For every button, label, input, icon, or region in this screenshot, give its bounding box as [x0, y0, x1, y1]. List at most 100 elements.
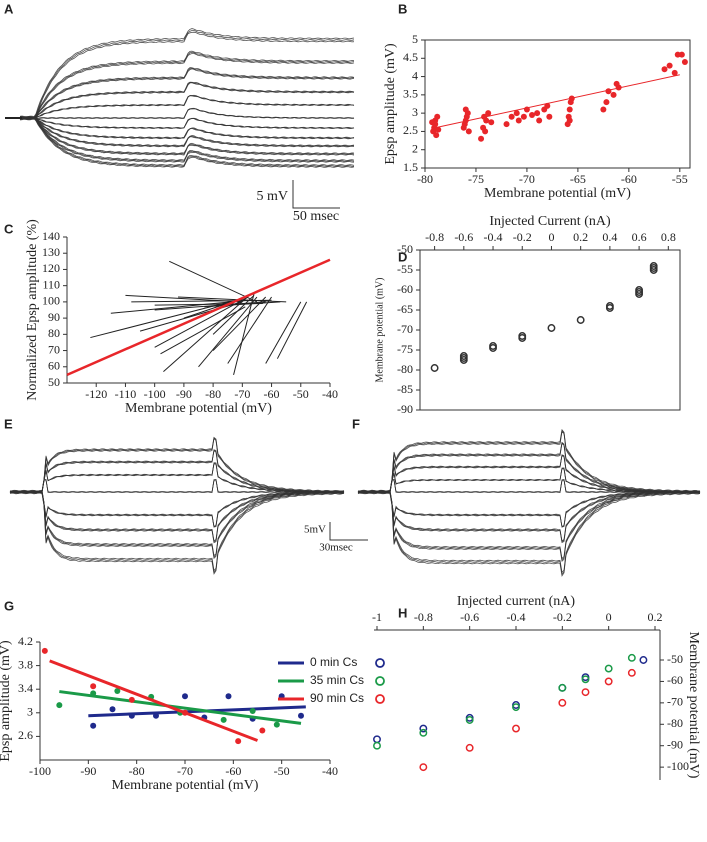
y-tick-label: 100	[42, 294, 60, 308]
scale-label: 30msec	[319, 542, 353, 554]
trace	[19, 28, 355, 118]
x-tick-label: -90	[80, 764, 96, 778]
x-tick-label: -0.8	[425, 230, 444, 244]
trace	[9, 479, 345, 493]
point	[90, 690, 97, 697]
point	[225, 693, 232, 700]
point	[56, 702, 63, 709]
point	[576, 316, 585, 324]
y-axis-label: Epsp amplitude (mV)	[383, 43, 398, 165]
y-tick-label: -65	[397, 302, 413, 316]
point	[419, 763, 428, 772]
trace	[357, 492, 701, 577]
y-tick-label: 50	[48, 375, 60, 389]
y-tick-label: 3.5	[403, 87, 418, 101]
point	[639, 656, 648, 664]
y-tick-label: 1.5	[403, 160, 418, 174]
trace	[19, 51, 355, 119]
x-axis-label: Membrane potential (mV)	[484, 186, 631, 201]
point	[581, 675, 590, 684]
y-axis-label: Membrane potential (mV)	[686, 632, 701, 779]
x-tick-label: -65	[570, 172, 586, 186]
y-tick-label: -90	[397, 402, 413, 416]
point	[462, 106, 469, 113]
point	[435, 126, 442, 133]
x-tick-label: -50	[293, 387, 309, 401]
x-tick-label: -90	[176, 387, 192, 401]
trace	[19, 94, 355, 119]
y-tick-label: 2.5	[403, 123, 418, 137]
legend-label: 90 min Cs	[310, 691, 364, 705]
x-tick-label: -50	[274, 764, 290, 778]
x-tick-label: -0.4	[507, 610, 526, 624]
point	[259, 727, 266, 734]
point	[373, 735, 381, 744]
trace	[9, 462, 345, 493]
trace	[357, 429, 701, 493]
y-tick-label: -85	[397, 382, 413, 396]
trace	[357, 491, 701, 528]
point	[128, 712, 135, 719]
x-tick-label: -75	[468, 172, 484, 186]
trace	[357, 491, 701, 543]
point	[518, 332, 527, 340]
scale-label: 50 msec	[293, 209, 339, 224]
y-tick-label: -60	[667, 673, 683, 687]
y-tick-label: 70	[48, 342, 60, 356]
fit-line	[49, 659, 259, 742]
x-tick-label: 0	[606, 610, 612, 624]
point	[465, 743, 474, 752]
x-tick-label: -0.4	[484, 230, 503, 244]
x-tick-label: -100	[29, 764, 51, 778]
line	[212, 296, 267, 351]
trace	[9, 437, 345, 493]
trace	[357, 428, 701, 492]
point	[581, 688, 590, 697]
point	[529, 111, 536, 118]
line	[160, 306, 246, 355]
point	[235, 738, 242, 745]
trace	[9, 490, 345, 542]
point	[566, 106, 573, 113]
y-tick-label: 3	[412, 105, 418, 119]
trace	[9, 489, 345, 572]
y-tick-label: 3.8	[18, 657, 33, 671]
trace	[357, 454, 701, 493]
trace	[9, 449, 345, 493]
x-tick-label: -110	[115, 387, 137, 401]
point	[461, 121, 468, 128]
scale-label: 5mV	[304, 524, 326, 536]
y-tick-label: 2.6	[18, 728, 33, 742]
x-tick-label: 0.6	[632, 230, 647, 244]
x-axis-label: Membrane potential (mV)	[125, 401, 272, 416]
trace	[357, 490, 701, 528]
trace	[9, 491, 345, 574]
trace	[357, 492, 701, 563]
y-tick-label: 4	[412, 68, 418, 82]
line	[233, 293, 255, 376]
y-tick-label: 90	[48, 310, 60, 324]
point	[513, 110, 520, 117]
y-tick-label: 140	[42, 229, 60, 243]
line	[227, 296, 272, 364]
trace	[9, 437, 345, 494]
y-tick-label: -90	[667, 737, 683, 751]
legend-marker	[375, 658, 385, 668]
trace	[357, 467, 701, 493]
trace	[9, 449, 345, 493]
x-tick-label: -0.6	[454, 230, 473, 244]
line	[265, 301, 302, 364]
scale-bar	[292, 180, 340, 209]
y-tick-label: 80	[48, 326, 60, 340]
point	[298, 712, 304, 719]
point	[603, 99, 610, 106]
point	[627, 653, 636, 662]
plot-frame	[424, 39, 691, 169]
point	[482, 128, 489, 135]
point	[90, 683, 97, 690]
point	[605, 302, 614, 310]
point	[605, 88, 612, 95]
line	[204, 301, 281, 308]
line	[169, 260, 258, 303]
